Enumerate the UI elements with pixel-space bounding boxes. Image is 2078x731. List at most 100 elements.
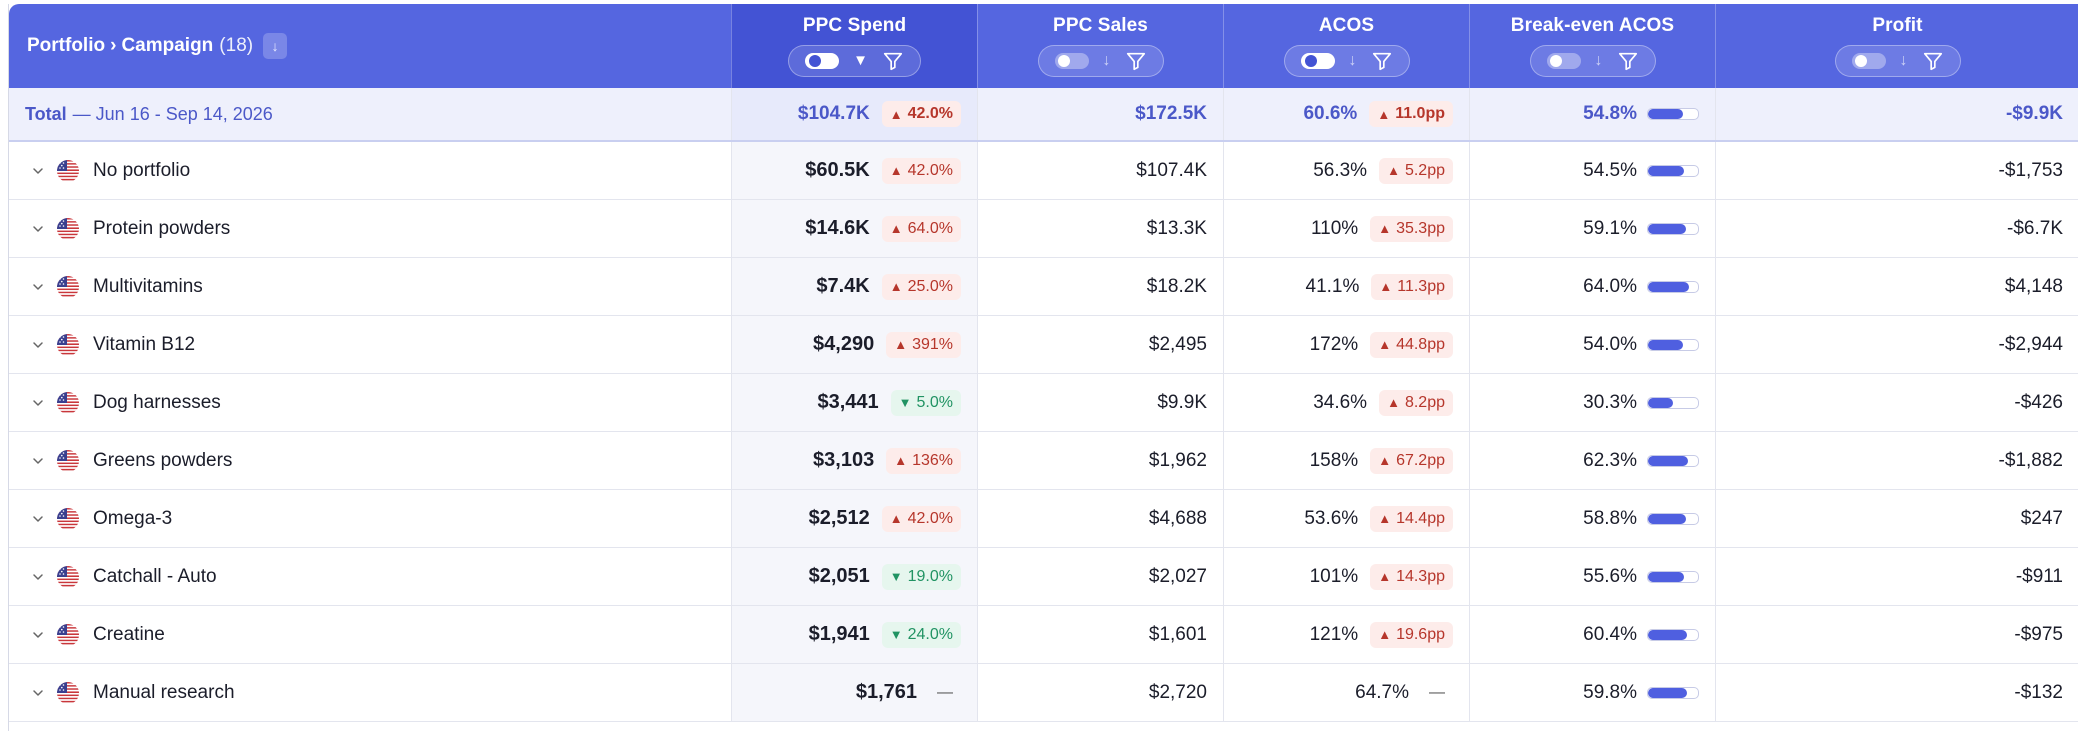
progress-bar xyxy=(1647,570,1699,583)
filter-icon[interactable] xyxy=(1125,50,1147,72)
delta-value: 136% xyxy=(912,451,953,469)
name-cell: No portfolio xyxy=(9,142,731,199)
date-range: — Jun 16 - Sep 14, 2026 xyxy=(72,103,273,124)
sales-value: $1,601 xyxy=(1148,623,1207,645)
chevron-down-icon[interactable] xyxy=(31,628,45,642)
chevron-down-icon[interactable] xyxy=(31,222,45,236)
sales-cell: $172.5K xyxy=(977,88,1223,140)
chevron-down-icon[interactable] xyxy=(31,396,45,410)
sales-cell: $2,720 xyxy=(977,664,1223,721)
table-row[interactable]: Catchall - Auto $2,051 ▼ 19.0% $2,027 101% ▲ 14… xyxy=(9,548,2078,606)
comparison-toggle[interactable] xyxy=(1851,53,1886,69)
header-acos[interactable]: ACOS ↓ xyxy=(1223,4,1469,88)
comparison-toggle[interactable] xyxy=(1300,53,1335,69)
portfolio-name: Protein powders xyxy=(93,217,231,239)
triangle-down-icon: ▼ xyxy=(889,627,903,642)
sort-desc-icon[interactable]: ▼ xyxy=(853,52,868,69)
comparison-toggle[interactable] xyxy=(805,53,840,69)
table-row[interactable]: Manual research $1,761 — $2,720 64.7% — 59.8% -… xyxy=(9,664,2078,722)
column-title[interactable]: PPC Sales xyxy=(1053,15,1148,36)
chevron-down-icon[interactable] xyxy=(31,570,45,584)
spend-value: $14.6K xyxy=(805,217,870,239)
total-label: Total xyxy=(25,103,67,124)
sort-arrow-icon[interactable]: ↓ xyxy=(1348,52,1357,69)
table-row[interactable]: Vitamin B12 $4,290 ▲ 391% $2,495 172% ▲ 44.8pp 5… xyxy=(9,316,2078,374)
flag-icon xyxy=(57,333,79,356)
triangle-up-icon: ▲ xyxy=(889,106,903,122)
sort-arrow-icon[interactable]: ↓ xyxy=(1102,52,1111,69)
header-spend[interactable]: PPC Spend ▼ xyxy=(731,4,977,88)
progress-fill xyxy=(1648,109,1683,119)
breakeven-acos-value: 54.0% xyxy=(1583,333,1637,355)
spend-value: $2,512 xyxy=(808,507,870,529)
sort-down-icon[interactable]: ↓ xyxy=(263,33,288,59)
us-flag-icon xyxy=(57,681,79,704)
breakeven-acos-value: 54.5% xyxy=(1583,159,1637,181)
chevron-down-icon[interactable] xyxy=(31,454,45,468)
column-title[interactable]: Break-even ACOS xyxy=(1510,15,1675,36)
sales-value: $172.5K xyxy=(1135,103,1207,124)
column-title[interactable]: PPC Spend xyxy=(802,15,907,36)
portfolio-name: Creatine xyxy=(93,623,165,645)
header-sales[interactable]: PPC Sales ↓ xyxy=(977,4,1223,88)
progress-bar xyxy=(1647,512,1699,525)
triangle-up-icon: ▲ xyxy=(1378,337,1392,352)
triangle-down-icon: ▼ xyxy=(898,395,912,410)
chevron-down-icon[interactable] xyxy=(31,338,45,352)
profit-value: -$2,944 xyxy=(1998,333,2063,355)
table-row[interactable]: Greens powders $3,103 ▲ 136% $1,962 158% ▲ 67.2… xyxy=(9,432,2078,490)
profit-value: -$426 xyxy=(2014,391,2063,413)
header-be[interactable]: Break-even ACOS ↓ xyxy=(1469,4,1715,88)
filter-icon[interactable] xyxy=(1922,50,1944,72)
chevron-down-icon[interactable] xyxy=(31,512,45,526)
profit-value: -$911 xyxy=(2015,565,2063,587)
comparison-toggle[interactable] xyxy=(1546,53,1581,69)
sales-value: $107.4K xyxy=(1136,159,1207,181)
delta-badge: ▲ 5.2pp xyxy=(1379,157,1453,184)
delta-badge: ▲ 67.2pp xyxy=(1370,447,1453,474)
table-row[interactable]: Omega-3 $2,512 ▲ 42.0% $4,688 53.6% ▲ 14.4pp 58.… xyxy=(9,490,2078,548)
delta-badge: ▲ 19.6pp xyxy=(1370,621,1453,648)
portfolio-name: Manual research xyxy=(93,681,235,703)
sort-arrow-icon[interactable]: ↓ xyxy=(1899,52,1908,69)
triangle-up-icon: ▲ xyxy=(1378,453,1392,468)
chevron-down-icon[interactable] xyxy=(31,280,45,294)
crumb-campaign[interactable]: Campaign xyxy=(121,35,214,56)
acos-value: 110% xyxy=(1311,217,1359,239)
header-profit[interactable]: Profit ↓ xyxy=(1715,4,2078,88)
acos-value: 56.3% xyxy=(1313,159,1368,181)
sales-cell: $4,688 xyxy=(977,490,1223,547)
breakeven-acos-cell: 30.3% xyxy=(1469,374,1715,431)
progress-bar xyxy=(1647,454,1699,467)
delta-value: — xyxy=(1429,683,1445,701)
chevron-down-icon[interactable] xyxy=(31,686,45,700)
filter-icon[interactable] xyxy=(1617,50,1639,72)
us-flag-icon xyxy=(57,333,79,356)
chevron-down-icon[interactable] xyxy=(31,164,45,178)
column-title[interactable]: ACOS xyxy=(1318,15,1375,36)
triangle-up-icon: ▲ xyxy=(889,279,903,294)
table-row[interactable]: No portfolio $60.5K ▲ 42.0% $107.4K 56.3% ▲ 5.2… xyxy=(9,142,2078,200)
sales-value: $9.9K xyxy=(1157,391,1207,413)
comparison-toggle[interactable] xyxy=(1054,53,1089,69)
filter-icon[interactable] xyxy=(1371,50,1393,72)
delta-badge: ▲ 136% xyxy=(886,447,961,474)
column-title[interactable]: Profit xyxy=(1872,15,1923,36)
acos-cell: 158% ▲ 67.2pp xyxy=(1223,432,1469,489)
portfolio-name: Multivitamins xyxy=(93,275,203,297)
sort-arrow-icon[interactable]: ↓ xyxy=(1594,52,1603,69)
table-row[interactable]: Protein powders $14.6K ▲ 64.0% $13.3K 110% ▲ 35… xyxy=(9,200,2078,258)
table-row[interactable]: Creatine $1,941 ▼ 24.0% $1,601 121% ▲ 19.6pp 60.… xyxy=(9,606,2078,664)
delta-value: 391% xyxy=(912,335,953,353)
filter-icon[interactable] xyxy=(882,50,904,72)
spend-cell: $1,941 ▼ 24.0% xyxy=(731,606,977,663)
table-row[interactable]: Dog harnesses $3,441 ▼ 5.0% $9.9K 34.6% ▲ 8.2pp… xyxy=(9,374,2078,432)
acos-cell: 56.3% ▲ 5.2pp xyxy=(1223,142,1469,199)
table-row[interactable]: Multivitamins $7.4K ▲ 25.0% $18.2K 41.1% ▲ 11.3… xyxy=(9,258,2078,316)
campaign-table: Portfolio › Campaign (18) ↓ PPC Spend ▼ PP… xyxy=(8,4,2078,731)
name-cell: Multivitamins xyxy=(9,258,731,315)
crumb-portfolio[interactable]: Portfolio xyxy=(27,35,106,56)
sales-value: $4,688 xyxy=(1148,507,1207,529)
progress-bar xyxy=(1647,108,1699,120)
profit-cell: $4,148 xyxy=(1715,258,2078,315)
